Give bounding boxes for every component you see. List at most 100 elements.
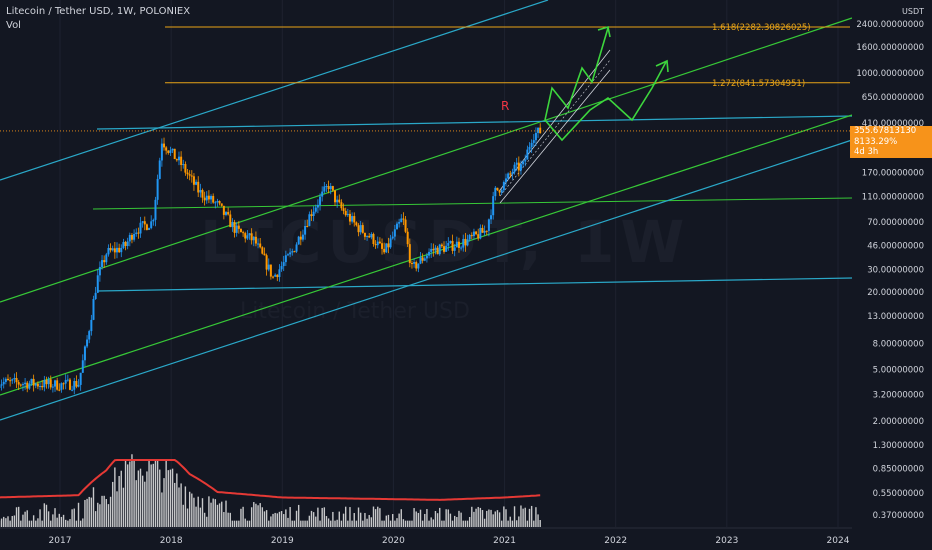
rising-channel-lower-line[interactable] — [499, 69, 611, 204]
candle-body — [370, 233, 373, 238]
volume-bar — [141, 475, 144, 527]
price-tick-label: 410.00000000 — [862, 119, 924, 129]
candle-body — [321, 191, 324, 197]
candle-body — [75, 381, 78, 387]
fib-1272-label: 1.272(841.57304951) — [712, 79, 805, 89]
symbol-title[interactable]: Litecoin / Tether USD, 1W, POLONIEX — [6, 6, 191, 17]
candle-body — [286, 254, 289, 256]
projection-arrows[interactable] — [544, 25, 669, 142]
volume-indicator-label[interactable]: Vol — [6, 20, 21, 31]
volume-bar — [426, 509, 428, 527]
volume-bar — [308, 515, 311, 527]
candle-body — [351, 216, 354, 222]
candle-body — [210, 195, 213, 200]
trendlines[interactable] — [0, 0, 853, 421]
green-horizontal-line[interactable] — [92, 197, 853, 210]
volume-bar — [67, 520, 69, 527]
candle-body — [455, 241, 458, 248]
volume-bar — [208, 496, 210, 527]
volume-bar — [460, 512, 462, 527]
candle-body — [534, 132, 537, 141]
blue-channel-lower-line[interactable] — [0, 139, 853, 421]
candle-body — [124, 241, 127, 247]
rising-channel-mid-line[interactable] — [499, 59, 611, 197]
candle-body — [62, 383, 65, 385]
candle-body — [340, 202, 343, 209]
candle-body — [148, 228, 151, 230]
candle-body — [180, 156, 183, 165]
time-axis[interactable]: 2017 2018 2019 2020 2021 2022 2023 2024 — [0, 527, 852, 546]
candle-body — [355, 222, 358, 226]
resistance-line[interactable] — [96, 115, 853, 130]
volume-bar — [300, 520, 302, 527]
support-line[interactable] — [96, 277, 853, 292]
candle-body — [447, 243, 450, 246]
volume-bar — [203, 512, 206, 527]
blue-channel-upper-line[interactable] — [0, 0, 549, 181]
volume-bar — [357, 507, 360, 527]
volume-bar — [101, 495, 103, 527]
price-tick-label: 20.00000000 — [867, 288, 924, 298]
price-axis[interactable]: USDT 2400.00000000 1600.00000000 1000.00000… — [852, 0, 932, 550]
candle-body — [0, 384, 3, 386]
candle-body — [201, 189, 204, 198]
volume-bar — [498, 512, 501, 527]
projection-arrow-low[interactable] — [544, 61, 667, 142]
volume-bar — [280, 511, 283, 527]
candle-body — [436, 247, 439, 255]
projection-arrow-high[interactable] — [544, 27, 609, 121]
candle-body — [438, 244, 441, 255]
volume-bar — [41, 520, 43, 527]
fib-1618-label: 1.618(2282.30826025) — [712, 23, 811, 33]
volume-bar — [276, 513, 278, 527]
candle-body — [122, 241, 125, 248]
candle-body — [425, 255, 428, 259]
candle-body — [81, 360, 84, 373]
volume-bar — [171, 468, 174, 527]
volume-bar — [9, 520, 11, 527]
volume-bar — [13, 515, 16, 527]
green-channel-lower-line[interactable] — [0, 114, 853, 396]
fib-levels[interactable]: 1.618(2282.30826025) 1.272(841.57304951) — [165, 23, 850, 89]
volume-bar — [45, 504, 48, 527]
volume-bar — [135, 480, 137, 527]
volume-bar — [174, 482, 176, 527]
volume-bar — [180, 483, 182, 527]
chart-header: Litecoin / Tether USD, 1W, POLONIEX Vol — [6, 5, 190, 33]
candle-body — [477, 234, 480, 239]
candle-body — [391, 236, 394, 239]
candle-body — [487, 219, 490, 231]
volume-bar — [62, 514, 65, 527]
price-tick-label: 1600.00000000 — [856, 43, 924, 53]
candle-body — [229, 214, 232, 228]
candle-body — [47, 379, 50, 385]
volume-bar — [17, 506, 20, 527]
volume-bar — [518, 516, 520, 527]
candle-body — [43, 380, 46, 388]
candle-body — [28, 383, 31, 389]
volume-bar — [229, 512, 231, 527]
volume-bar — [32, 515, 35, 527]
volume-bar — [287, 517, 289, 527]
volume-bar — [505, 509, 507, 527]
candle-body — [163, 143, 166, 148]
candle-body — [468, 235, 471, 240]
candle-body — [383, 248, 386, 253]
green-channel-upper-line[interactable] — [0, 17, 853, 303]
volume-bar — [144, 481, 146, 527]
candle-body — [357, 225, 360, 233]
candle-body — [265, 255, 268, 270]
volume-bar — [261, 507, 264, 527]
volume-bar — [327, 518, 330, 527]
candle-body — [464, 238, 467, 246]
candle-body — [381, 243, 384, 249]
candle-body — [353, 216, 356, 223]
volume-bar — [511, 520, 514, 527]
candle-body — [263, 253, 266, 256]
candle-body — [66, 379, 69, 381]
price-tick-label: 0.55000000 — [873, 489, 924, 499]
candle-body — [415, 262, 418, 269]
volume-bar — [84, 499, 86, 527]
volume-bar — [90, 497, 93, 527]
